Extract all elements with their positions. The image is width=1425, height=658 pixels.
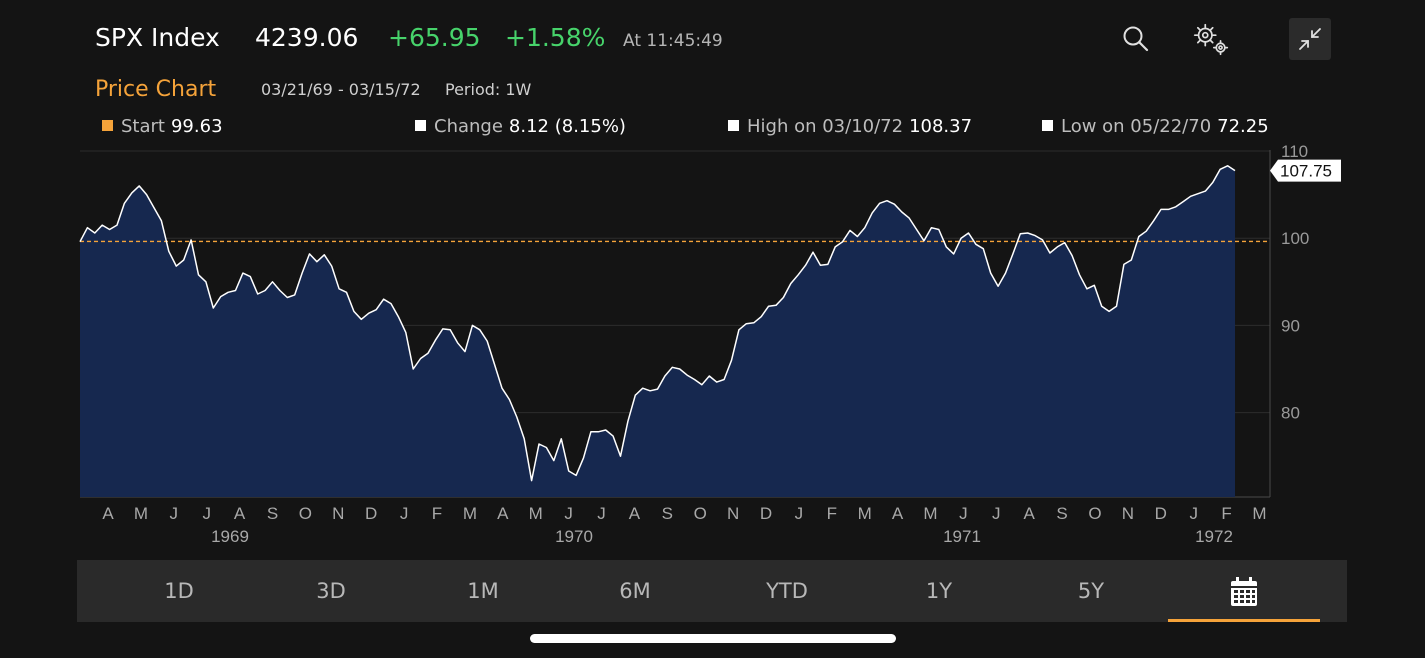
legend-low-marker (1042, 120, 1053, 131)
month-tick-label: J (202, 504, 211, 523)
month-tick-label: J (795, 504, 804, 523)
tab-1y[interactable]: 1Y (925, 579, 953, 603)
tab-3d[interactable]: 3D (316, 579, 346, 603)
month-tick-label: J (400, 504, 409, 523)
month-tick-label: S (267, 504, 278, 523)
month-tick-label: M (463, 504, 477, 523)
y-tick-label: 90 (1281, 316, 1300, 335)
timeframe-tabs: 1D 3D 1M 6M YTD 1Y 5Y (77, 560, 1347, 622)
quote-time: At 11:45:49 (623, 31, 723, 51)
collapse-button[interactable] (1289, 18, 1331, 60)
month-tick-label: A (497, 504, 509, 523)
y-tick-label: 110 (1281, 142, 1308, 161)
search-button[interactable] (1115, 18, 1157, 60)
month-tick-label: A (1024, 504, 1036, 523)
year-tick-label: 1972 (1195, 527, 1233, 546)
month-tick-label: J (564, 504, 573, 523)
net-change: +65.95 (388, 23, 481, 52)
month-tick-label: J (170, 504, 179, 523)
last-value-tag (1270, 159, 1341, 182)
legend-start-marker (102, 120, 113, 131)
percent-change: +1.58% (505, 23, 606, 52)
legend-low-value: 72.25 (1217, 116, 1269, 137)
month-tick-label: M (134, 504, 148, 523)
home-indicator[interactable] (530, 634, 896, 643)
legend-low: Low on 05/22/70 72.25 (1042, 114, 1269, 140)
price-area (80, 165, 1235, 498)
month-tick-label: A (234, 504, 246, 523)
year-tick-label: 1970 (555, 527, 593, 546)
legend-high-marker (728, 120, 739, 131)
tab-6m[interactable]: 6M (619, 579, 651, 603)
tab-custom-range[interactable] (1168, 560, 1320, 622)
month-tick-label: O (694, 504, 707, 523)
tab-ytd[interactable]: YTD (766, 579, 808, 603)
tab-1d[interactable]: 1D (164, 579, 194, 603)
month-tick-label: D (760, 504, 772, 523)
legend-start-value: 99.63 (170, 116, 223, 137)
legend-change-label: Change (434, 116, 503, 137)
calendar-icon (1231, 577, 1257, 606)
month-tick-label: F (827, 504, 837, 523)
month-tick-label: M (923, 504, 937, 523)
ticker-name: SPX Index (95, 23, 220, 52)
y-tick-label: 100 (1281, 229, 1309, 248)
month-tick-label: A (102, 504, 114, 523)
month-tick-label: J (959, 504, 968, 523)
legend-change-value: 8.12 (8.15%) (508, 116, 626, 137)
month-tick-label: A (629, 504, 641, 523)
month-tick-label: F (1221, 504, 1231, 523)
period-label[interactable]: Period: 1W (445, 80, 532, 99)
month-tick-label: S (662, 504, 673, 523)
settings-gears-icon (1193, 23, 1229, 56)
legend-high-label: High on 03/10/72 (747, 116, 904, 137)
legend-low-label: Low on 05/22/70 (1061, 116, 1212, 137)
chart-title: Price Chart (95, 77, 217, 102)
month-tick-label: N (1122, 504, 1134, 523)
legend-high: High on 03/10/72 108.37 (728, 114, 972, 140)
tab-1m[interactable]: 1M (467, 579, 499, 603)
search-icon (1123, 26, 1149, 52)
month-tick-label: D (365, 504, 377, 523)
month-tick-label: M (529, 504, 543, 523)
legend-change: Change 8.12 (8.15%) (415, 114, 626, 140)
last-price: 4239.06 (255, 23, 359, 52)
month-tick-label: N (332, 504, 344, 523)
last-value-label: 107.75 (1280, 162, 1332, 181)
month-tick-label: S (1056, 504, 1067, 523)
year-tick-label: 1969 (211, 527, 249, 546)
y-tick-label: 80 (1281, 404, 1300, 423)
month-tick-label: O (1088, 504, 1101, 523)
legend-change-marker (415, 120, 426, 131)
month-tick-label: D (1155, 504, 1167, 523)
month-tick-label: J (1189, 504, 1198, 523)
year-tick-label: 1971 (943, 527, 981, 546)
collapse-icon (1299, 28, 1321, 50)
tab-5y[interactable]: 5Y (1077, 579, 1105, 603)
legend-high-value: 108.37 (909, 116, 973, 137)
month-tick-label: J (992, 504, 1001, 523)
quote-header: SPX Index 4239.06 +65.95 +1.58% At 11:45… (95, 20, 1330, 60)
month-tick-label: N (727, 504, 739, 523)
settings-button[interactable] (1190, 18, 1232, 60)
month-tick-label: J (597, 504, 606, 523)
month-tick-label: A (892, 504, 904, 523)
month-tick-label: M (858, 504, 872, 523)
legend-start: Start 99.63 (102, 114, 223, 140)
month-tick-label: M (1252, 504, 1266, 523)
date-range[interactable]: 03/21/69 - 03/15/72 (261, 80, 421, 99)
legend-start-label: Start (121, 116, 165, 137)
price-line (79, 165, 1236, 482)
month-tick-label: O (299, 504, 312, 523)
month-tick-label: F (432, 504, 442, 523)
